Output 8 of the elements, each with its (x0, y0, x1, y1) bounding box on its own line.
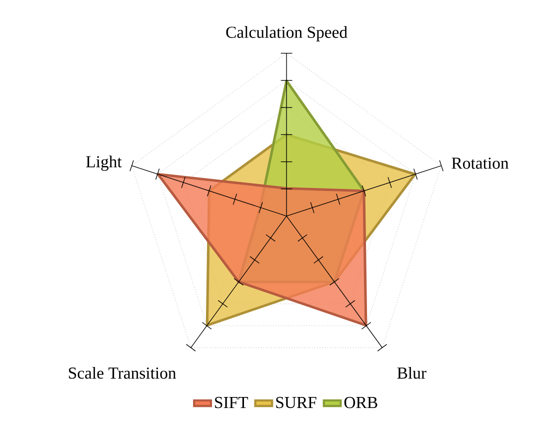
spoke-label: Scale Transition (68, 366, 176, 379)
legend-label: SIFT (215, 396, 248, 408)
legend-label: SURF (276, 396, 316, 408)
spoke-label: Rotation (452, 158, 509, 169)
legend-label: ORB (344, 396, 378, 408)
spoke-label: Light (86, 156, 122, 171)
spoke-label: Calculation Speed (226, 26, 348, 42)
spoke-label: Blur (397, 366, 426, 379)
